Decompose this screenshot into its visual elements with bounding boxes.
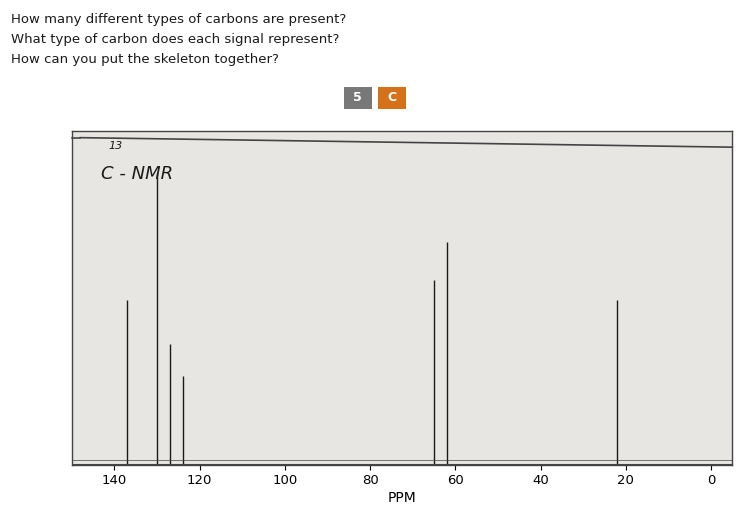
Text: What type of carbon does each signal represent?: What type of carbon does each signal rep… <box>11 33 340 46</box>
Text: 13: 13 <box>108 141 122 152</box>
Text: How many different types of carbons are present?: How many different types of carbons are … <box>11 13 347 26</box>
Text: C - NMR: C - NMR <box>101 165 174 183</box>
Text: 5: 5 <box>353 91 362 105</box>
Text: How can you put the skeleton together?: How can you put the skeleton together? <box>11 53 279 66</box>
Text: C: C <box>387 91 396 105</box>
X-axis label: PPM: PPM <box>387 491 417 505</box>
